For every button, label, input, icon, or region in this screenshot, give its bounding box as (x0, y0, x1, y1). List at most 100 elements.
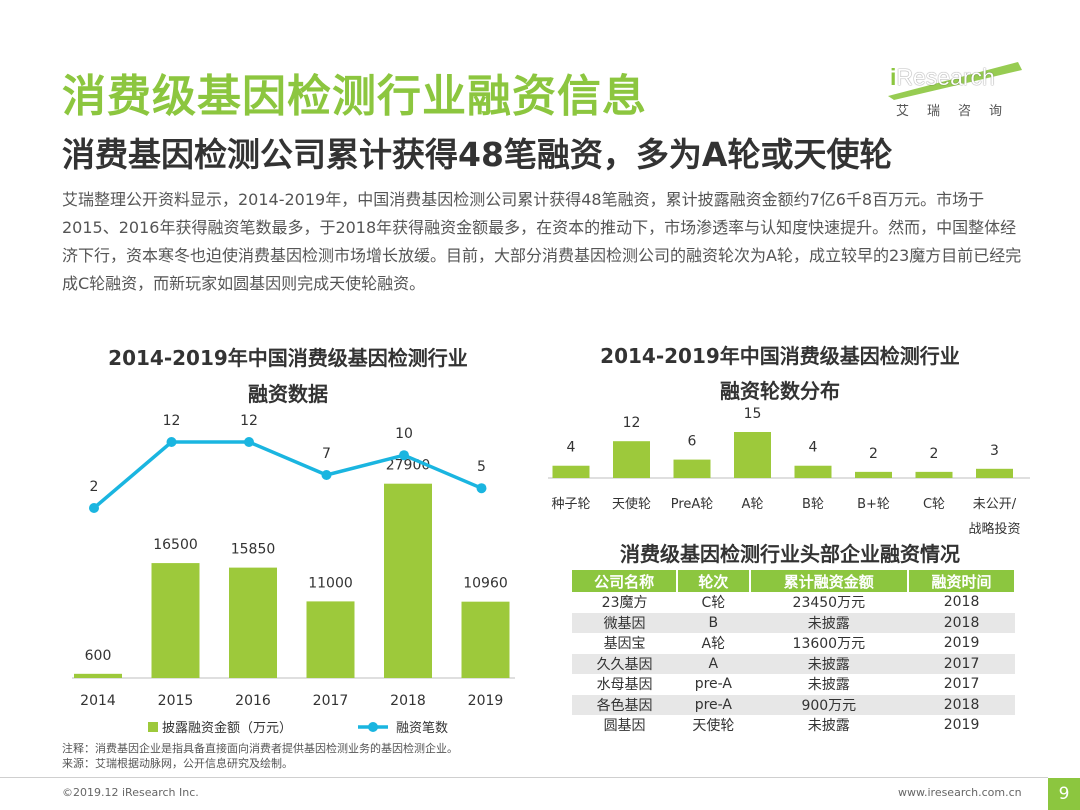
table-cell: 2018 (908, 592, 1015, 613)
table-header: 轮次 (677, 570, 751, 592)
bar (855, 471, 892, 478)
table-header-row: 公司名称 轮次 累计融资金额 融资时间 (572, 570, 1016, 592)
footer-copyright: ©2019.12 iResearch Inc. (62, 786, 199, 799)
x-tick-label: B轮 (802, 497, 824, 512)
legend-swatch-point (368, 722, 378, 732)
data-label: 2 (930, 446, 939, 462)
bar (673, 459, 711, 478)
page-title: 消费级基因检测行业融资信息 (62, 71, 647, 122)
legend-label: 融资笔数 (396, 720, 448, 736)
table-cell: 未披露 (749, 653, 909, 674)
bar (151, 563, 200, 678)
x-tick-label: PreA轮 (671, 497, 714, 512)
footer-divider (0, 777, 1048, 778)
x-tick-label: B+轮 (857, 497, 890, 512)
left-chart-title-line2: 融资数据 (248, 382, 328, 406)
table-row: 久久基因 A 未披露 2017 (572, 653, 1015, 674)
table-row: 水母基因 pre-A 未披露 2017 (572, 674, 1015, 695)
data-label: 16500 (153, 537, 198, 553)
bar (229, 567, 277, 678)
table-cell: 2018 (908, 694, 1015, 715)
line-data-label: 12 (163, 413, 181, 429)
line-point (399, 450, 409, 461)
data-label: 4 (567, 440, 576, 456)
data-label: 15 (744, 406, 762, 422)
table-header: 累计融资金额 (749, 570, 910, 592)
table-cell: 23魔方 (572, 592, 678, 613)
table-cell: pre-A (677, 694, 750, 715)
data-label: 600 (85, 648, 112, 664)
line-point (89, 503, 99, 513)
x-tick-label: 种子轮 (551, 497, 590, 512)
table-cell: 2018 (908, 612, 1015, 633)
table-cell: A (677, 653, 750, 674)
bar (74, 673, 122, 678)
table-cell: 未披露 (749, 612, 909, 633)
table-cell: 2017 (908, 674, 1015, 695)
rounds-bar-chart: 4 种子轮 12 天使轮 6 PreA轮 15 A轮 4 B轮 2 B+轮 2 C轮 3 未公开/战略投资 (548, 406, 1030, 537)
x-tick-label: C轮 (923, 497, 945, 512)
line-point (476, 483, 487, 494)
table-cell: 2019 (908, 715, 1015, 736)
line-point (244, 437, 254, 447)
x-tick-label: 2016 (235, 693, 271, 709)
bar (734, 432, 771, 478)
line-data-label: 7 (322, 446, 331, 462)
logo-subtitle: 艾瑞咨询 (896, 104, 1021, 119)
table-cell: 久久基因 (572, 653, 678, 674)
footnote: 注释：消费基因企业是指具备直接面向消费者提供基因检测业务的基因检测企业。 (62, 742, 458, 755)
data-label: 12 (623, 415, 641, 431)
financing-combo-chart: 600 2014 16500 2015 15850 2016 11000 2017 27900 2… (72, 413, 515, 736)
line-data-label: 2 (90, 479, 99, 495)
x-tick-label: 天使轮 (612, 496, 651, 512)
table-cell: 基因宝 (572, 633, 678, 654)
page-subtitle: 消费基因检测公司累计获得48笔融资，多为A轮或天使轮 (62, 135, 893, 174)
financing-table: 公司名称 轮次 累计融资金额 融资时间 23魔方 C轮 23450万元 2018… (572, 570, 1016, 736)
bar (384, 483, 432, 678)
bar (552, 465, 590, 478)
line-point (166, 437, 177, 447)
table-cell: 水母基因 (572, 674, 678, 695)
page-number: 9 (1048, 778, 1080, 810)
table-row: 微基因 B 未披露 2018 (572, 612, 1015, 633)
x-tick-label: 未公开/ (973, 497, 1017, 512)
table-cell: 圆基因 (572, 715, 678, 736)
bar (915, 471, 953, 478)
x-tick-label: 战略投资 (968, 521, 1020, 537)
data-label: 15850 (231, 542, 276, 558)
bar (306, 601, 355, 678)
line-point (321, 470, 332, 480)
table-row: 基因宝 A轮 13600万元 2019 (572, 633, 1015, 654)
table-header: 融资时间 (908, 570, 1016, 592)
table-header: 公司名称 (572, 570, 679, 592)
legend-label: 披露融资金额（万元） (162, 720, 292, 736)
table-title: 消费级基因检测行业头部企业融资情况 (620, 542, 960, 566)
table-cell: A轮 (677, 633, 750, 654)
series-line (92, 440, 483, 510)
table-cell: 天使轮 (677, 715, 750, 736)
table-cell: 2017 (908, 653, 1015, 674)
iresearch-logo: iResearch 艾瑞咨询 (880, 56, 1030, 126)
bar (461, 601, 510, 678)
table-row: 各色基因 pre-A 900万元 2018 (572, 694, 1015, 715)
data-label: 6 (688, 434, 697, 450)
right-chart-title-line2: 融资轮数分布 (720, 379, 840, 403)
table-cell: 未披露 (749, 715, 909, 736)
left-chart-title-line1: 2014-2019年中国消费级基因检测行业 (108, 346, 468, 370)
x-tick-label: 2014 (80, 693, 116, 709)
table-cell: 2019 (908, 633, 1015, 654)
table-cell: 900万元 (749, 694, 909, 715)
footer-url[interactable]: www.iresearch.com.cn (898, 786, 1022, 799)
data-label: 3 (990, 443, 999, 459)
table-row: 23魔方 C轮 23450万元 2018 (572, 592, 1015, 613)
right-chart-title-line1: 2014-2019年中国消费级基因检测行业 (600, 344, 960, 368)
x-tick-label: A轮 (742, 497, 764, 512)
data-label: 11000 (308, 575, 353, 591)
bar (613, 441, 650, 478)
x-tick-label: 2018 (390, 693, 426, 709)
table-cell: C轮 (677, 592, 750, 613)
logo-swoosh-icon (888, 62, 1022, 100)
x-tick-label: 2015 (158, 693, 194, 709)
line-data-label: 12 (240, 413, 258, 429)
x-tick-label: 2019 (468, 693, 504, 709)
